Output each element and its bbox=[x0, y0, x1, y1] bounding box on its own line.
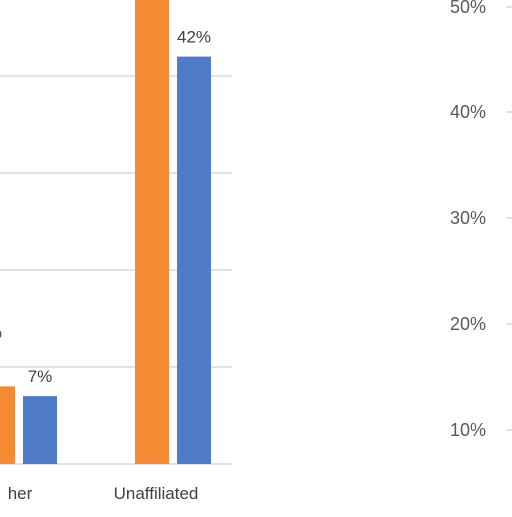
data-label: % bbox=[0, 323, 2, 342]
y-tick-label: 50% bbox=[450, 0, 486, 17]
y-tick-label: 30% bbox=[450, 208, 486, 228]
data-label: 7% bbox=[28, 367, 53, 386]
bar bbox=[135, 0, 169, 464]
category-label: her bbox=[8, 484, 33, 503]
bar bbox=[23, 396, 57, 464]
y-tick-label: 10% bbox=[450, 420, 486, 440]
y-tick-label: 40% bbox=[450, 102, 486, 122]
bar bbox=[0, 386, 15, 464]
category-label: Unaffiliated bbox=[114, 484, 199, 503]
bar bbox=[177, 56, 211, 464]
y-tick-label: 20% bbox=[450, 314, 486, 334]
data-label: 42% bbox=[177, 28, 211, 47]
